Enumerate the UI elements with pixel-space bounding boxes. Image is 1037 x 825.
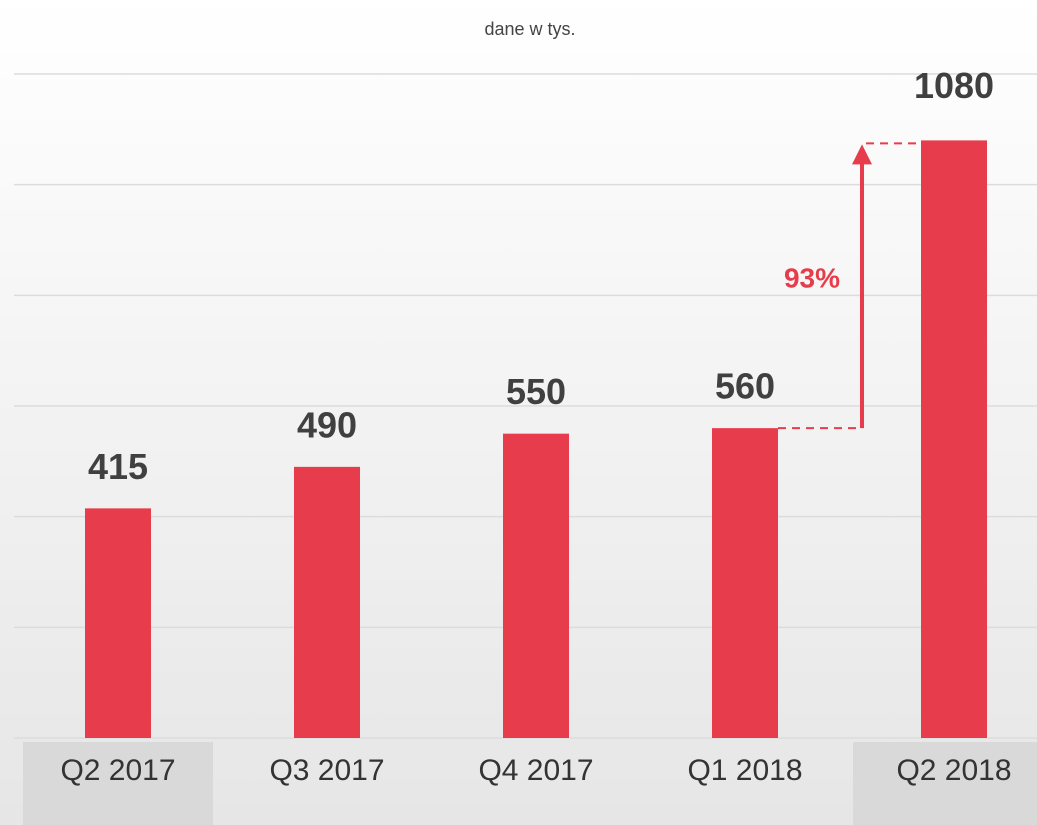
arrow-head	[852, 144, 872, 165]
x-tick-label: Q1 2018	[687, 754, 802, 787]
data-label: 560	[715, 366, 775, 407]
data-label: 550	[506, 371, 566, 412]
bar	[921, 140, 987, 738]
x-tick-label: Q4 2017	[478, 754, 593, 787]
bar	[85, 508, 151, 738]
category-highlight	[853, 742, 1037, 825]
category-highlight	[23, 742, 213, 825]
x-tick-label: Q2 2017	[60, 754, 175, 787]
data-label: 1080	[914, 65, 994, 106]
x-tick-label: Q3 2017	[269, 754, 384, 787]
bar	[294, 466, 360, 738]
data-label: 415	[88, 446, 148, 487]
bar	[503, 433, 569, 738]
x-tick-label: Q2 2018	[896, 754, 1011, 787]
data-label: 490	[297, 404, 357, 445]
bar	[712, 428, 778, 738]
annotation: 93%	[784, 262, 840, 293]
chart-subtitle: dane w tys.	[484, 19, 575, 39]
